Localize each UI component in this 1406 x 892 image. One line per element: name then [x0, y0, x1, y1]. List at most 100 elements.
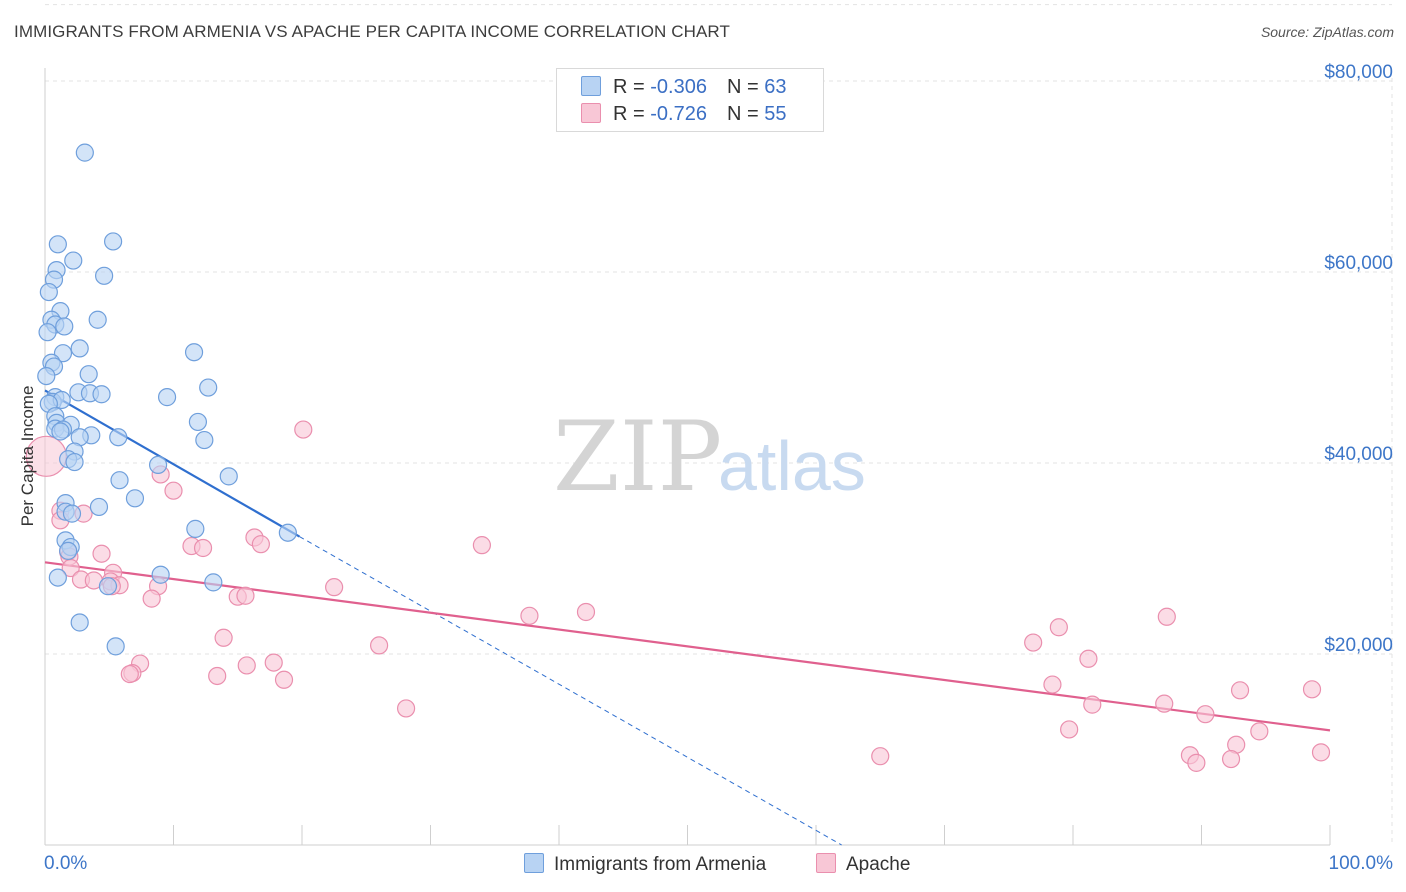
- apache-point: [236, 586, 255, 605]
- apache-point: [274, 670, 294, 689]
- x-tick-label-max: 100.0%: [1329, 853, 1394, 874]
- apache-point: [1221, 749, 1241, 769]
- legend-r-value-apache: -0.726: [650, 103, 707, 125]
- apache-point: [1157, 607, 1176, 626]
- apache-point: [142, 589, 161, 608]
- apache-point: [251, 535, 270, 554]
- armenia-point: [219, 467, 238, 486]
- armenia-point: [38, 323, 57, 342]
- armenia-point: [125, 489, 145, 508]
- armenia-point: [92, 385, 111, 404]
- legend-r-label: R =: [613, 76, 651, 98]
- apache-point: [208, 666, 227, 686]
- legend-row-apache: R = -0.726 N = 55: [581, 103, 786, 125]
- apache-point: [264, 653, 283, 672]
- armenia-point: [195, 430, 214, 450]
- data-points: [25, 143, 1331, 772]
- armenia-point: [89, 497, 109, 517]
- legend-item-apache[interactable]: Apache: [816, 853, 910, 876]
- x-tick-label-min: 0.0%: [44, 853, 87, 874]
- armenia-legend-swatch: [524, 853, 544, 873]
- armenia-point: [64, 251, 83, 270]
- armenia-point: [188, 412, 208, 432]
- apache-trend-line: [44, 561, 1331, 732]
- legend-row-armenia: R = -0.306 N = 63: [581, 76, 786, 98]
- apache-point: [396, 699, 416, 718]
- apache-point: [1049, 618, 1068, 637]
- armenia-point: [148, 455, 168, 475]
- legend-item-armenia[interactable]: Immigrants from Armenia: [524, 853, 766, 876]
- apache-point: [1250, 722, 1269, 741]
- chart-source: Source: ZipAtlas.com: [1260, 24, 1394, 40]
- apache-point: [193, 538, 213, 558]
- y-tick-label: $20,000: [1324, 635, 1393, 656]
- armenia-swatch: [581, 76, 601, 96]
- apache-point: [1311, 743, 1331, 762]
- armenia-point: [48, 235, 67, 254]
- y-tick-label: $60,000: [1324, 253, 1393, 274]
- legend-n-value-apache: 55: [764, 103, 787, 125]
- correlation-legend: R = -0.306 N = 63 R = -0.726 N = 55: [556, 68, 824, 132]
- apache-point: [1079, 649, 1098, 668]
- armenia-point: [106, 637, 125, 656]
- apache-point: [92, 544, 111, 563]
- armenia-point: [186, 519, 205, 538]
- legend-n-value-armenia: 63: [764, 76, 787, 98]
- armenia-trend-line: [44, 389, 300, 538]
- armenia-point: [88, 310, 107, 329]
- watermark: ZIP atlas: [553, 401, 866, 513]
- armenia-point: [151, 565, 170, 584]
- apache-point: [1302, 680, 1322, 699]
- apache-point: [1196, 705, 1215, 724]
- apache-point: [294, 420, 313, 439]
- axis-labels: $20,000 $40,000 $60,000 $80,000 0.0% 100.0% Pe…: [18, 62, 1393, 874]
- legend-label-armenia: Immigrants from Armenia: [554, 854, 767, 875]
- grid-lines: [45, 4, 1393, 845]
- chart-title: IMMIGRANTS FROM ARMENIA VS APACHE PER CA…: [14, 22, 730, 41]
- trend-lines: [44, 389, 1331, 846]
- apache-point: [120, 664, 139, 684]
- apache-point: [1024, 633, 1043, 652]
- y-tick-label: $80,000: [1324, 62, 1393, 83]
- armenia-trend-extension: [299, 536, 842, 846]
- apache-point: [576, 602, 596, 622]
- legend-r-value-armenia: -0.306: [650, 76, 707, 98]
- apache-point: [1043, 675, 1062, 694]
- apache-point: [164, 481, 183, 500]
- armenia-point: [37, 366, 56, 386]
- apache-point: [1187, 753, 1206, 772]
- y-tick-label: $40,000: [1324, 444, 1393, 465]
- legend-n-label: N =: [726, 76, 765, 98]
- apache-point: [472, 536, 491, 555]
- apache-point: [520, 606, 539, 625]
- armenia-point: [55, 317, 74, 336]
- armenia-point: [278, 523, 297, 542]
- armenia-point: [199, 378, 218, 397]
- y-axis-label: Per Capita Income: [18, 386, 37, 527]
- armenia-point: [48, 568, 67, 587]
- apache-point: [370, 636, 389, 655]
- armenia-point: [75, 143, 94, 162]
- apache-point: [214, 628, 233, 647]
- armenia-point: [95, 266, 114, 285]
- armenia-point: [39, 282, 58, 302]
- armenia-point: [70, 339, 89, 358]
- apache-point: [871, 747, 890, 766]
- armenia-point: [110, 471, 129, 490]
- apache-legend-swatch: [816, 853, 836, 873]
- legend-n-label: N =: [726, 103, 765, 125]
- legend-r-label: R =: [613, 103, 651, 125]
- armenia-point: [184, 343, 204, 362]
- apache-point: [1083, 695, 1102, 714]
- apache-point: [1060, 720, 1079, 739]
- armenia-point: [109, 428, 128, 447]
- watermark-zip: ZIP: [553, 401, 722, 513]
- armenia-point: [70, 613, 89, 632]
- legend-label-apache: Apache: [846, 854, 911, 875]
- watermark-atlas: atlas: [718, 427, 866, 505]
- armenia-point: [62, 504, 82, 523]
- armenia-point: [59, 541, 78, 560]
- armenia-point: [65, 452, 84, 472]
- armenia-point: [79, 365, 98, 384]
